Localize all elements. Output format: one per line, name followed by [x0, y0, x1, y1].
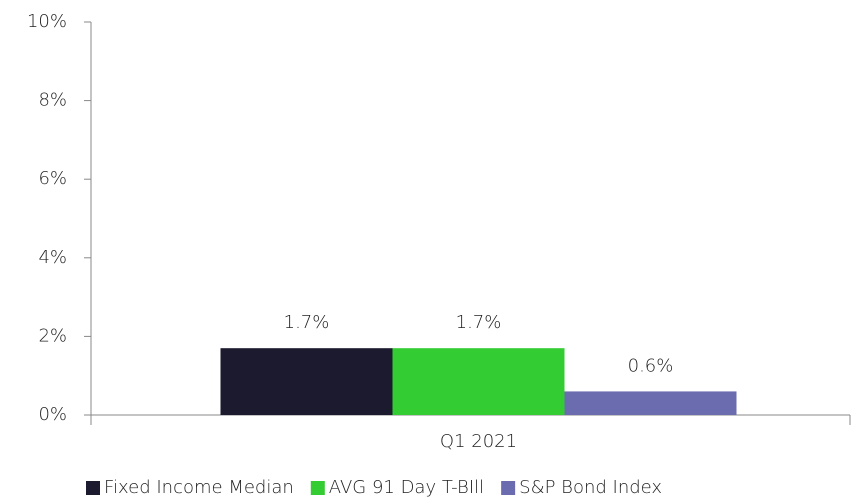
bar: [564, 391, 737, 415]
legend-swatch: [86, 481, 100, 495]
legend-label: Fixed Income Median: [104, 477, 294, 498]
legend-swatch: [310, 481, 325, 495]
y-tick-label: 6%: [38, 168, 67, 189]
y-tick-label: 4%: [38, 247, 67, 268]
bar: [220, 348, 393, 415]
y-tick-label: 10%: [27, 11, 67, 32]
y-tick-label: 0%: [38, 404, 67, 425]
legend-swatch: [501, 481, 516, 495]
legend-label: AVG 91 Day T-BIll: [329, 477, 484, 498]
y-tick-label: 2%: [38, 325, 67, 346]
legend-label: S&P Bond Index: [519, 477, 662, 498]
data-label: 1.7%: [284, 312, 330, 333]
bar: [392, 348, 565, 415]
data-label: 0.6%: [628, 355, 674, 376]
data-label: 1.7%: [456, 312, 502, 333]
y-tick-label: 8%: [38, 90, 67, 111]
x-tick-label: Q1 2021: [440, 431, 517, 452]
